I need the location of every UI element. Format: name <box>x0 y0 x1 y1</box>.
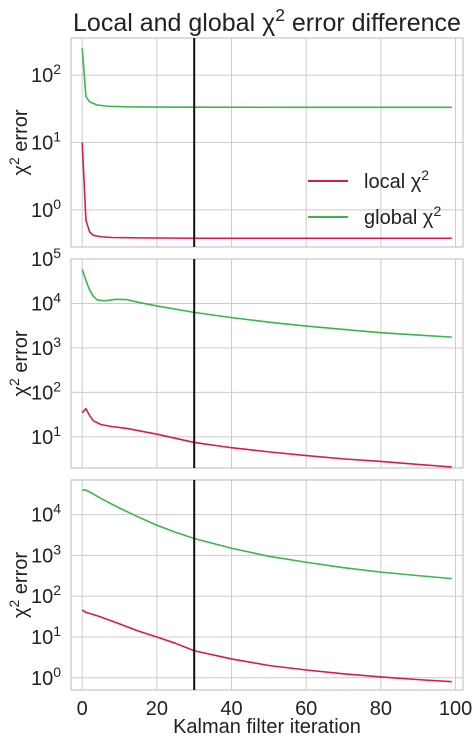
x-tick-label: 100 <box>439 698 472 720</box>
legend-label: local χ2 <box>364 167 429 193</box>
legend-label: global χ2 <box>364 203 441 229</box>
y-axis-label: χ2 error <box>6 552 32 618</box>
y-tick-label: 101 <box>31 129 61 155</box>
y-tick-label: 101 <box>31 423 61 449</box>
y-tick-label: 104 <box>31 289 61 315</box>
y-tick-label: 103 <box>31 334 61 360</box>
chart-title: Local and global χ2 error difference <box>73 5 461 37</box>
y-tick-label: 102 <box>31 61 61 87</box>
panel-2: 101 102 103 104 105 χ2 error <box>6 245 463 468</box>
y-tick-label: 103 <box>31 541 61 567</box>
y-axis-label: χ2 error <box>6 109 32 175</box>
y-tick-label: 100 <box>31 664 61 690</box>
y-tick-label: 102 <box>31 378 61 404</box>
x-tick-label: 0 <box>77 698 88 720</box>
y-tick-label: 100 <box>31 196 61 222</box>
x-tick-label: 20 <box>146 698 168 720</box>
panel-1: 100 101 102 χ2 error Local and global χ2 err… <box>6 5 463 247</box>
y-axis-label: χ2 error <box>6 330 32 396</box>
x-tick-label: 80 <box>370 698 392 720</box>
x-axis-label: Kalman filter iteration <box>173 716 361 738</box>
y-tick-label: 101 <box>31 623 61 649</box>
plot-area <box>71 480 463 690</box>
y-tick-label: 102 <box>31 582 61 608</box>
y-tick-label: 105 <box>31 245 61 271</box>
y-tick-label: 104 <box>31 501 61 527</box>
